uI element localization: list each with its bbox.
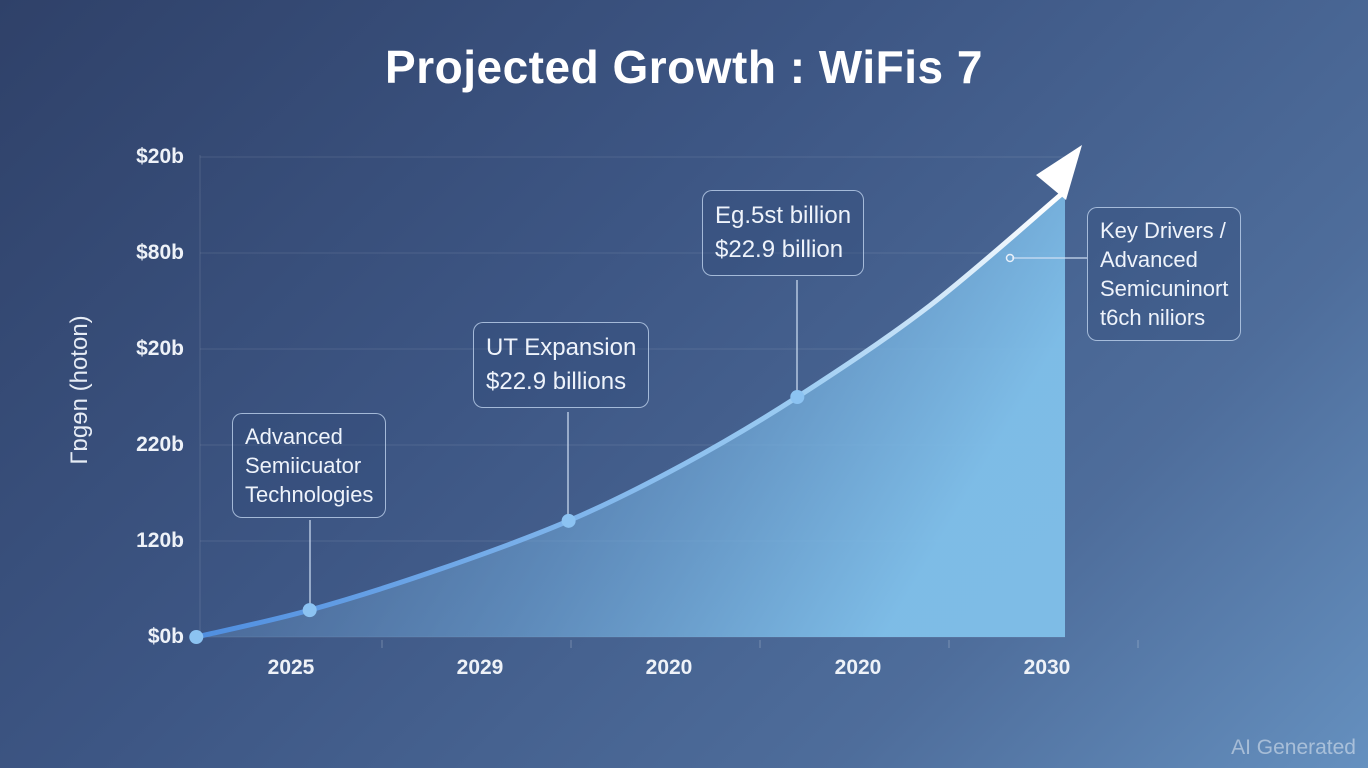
y-tick-label: $80b xyxy=(136,241,184,264)
arrow-head-icon xyxy=(1036,145,1082,200)
annotation-key-drivers: Key Drivers / Advanced Semicuninort t6ch… xyxy=(1087,207,1242,341)
annotation-ut-expansion: UT Expansion $22.9 billions xyxy=(473,322,650,408)
data-point-marker xyxy=(189,630,204,644)
x-tick-label: 2029 xyxy=(456,656,504,679)
annotation-line: Semicuninort xyxy=(1100,276,1229,301)
growth-area xyxy=(196,195,1066,637)
y-tick-label: $0b xyxy=(147,625,184,648)
growth-line xyxy=(193,192,1063,640)
data-point-marker xyxy=(302,603,317,618)
annotation-billion: Eg.5st billion $22.9 billion xyxy=(702,190,865,276)
annotation-line: Semiicuator xyxy=(245,453,362,478)
annotation-line: Advanced xyxy=(245,424,343,449)
y-tick-label: 120b xyxy=(136,529,184,552)
annotation-advanced-semiconductor: Advanced Semiicuator Technologies xyxy=(232,413,387,518)
x-tick-label: 2030 xyxy=(1023,656,1071,679)
watermark: AI Generated xyxy=(1231,736,1356,759)
annotation-line: $22.9 billions xyxy=(486,368,627,395)
x-tick-label: 2025 xyxy=(267,656,315,679)
data-point-marker xyxy=(790,390,805,404)
data-point-marker xyxy=(561,513,576,528)
annotation-line: Key Drivers / xyxy=(1100,218,1226,243)
y-tick-label: $20b xyxy=(136,145,184,168)
x-tick-label: 2020 xyxy=(834,656,882,679)
chart-title: Projected Growth : WiFis 7 xyxy=(385,41,983,93)
annotation-line: Eg.5st billion xyxy=(715,202,852,229)
annotation-line: Advanced xyxy=(1100,247,1198,272)
annotation-dot xyxy=(1005,253,1015,263)
annotation-line: UT Expansion xyxy=(486,334,637,361)
annotation-line: $22.9 billion xyxy=(715,236,844,263)
y-tick-label: $20b xyxy=(136,337,184,360)
annotation-line: t6ch niliors xyxy=(1100,305,1206,330)
x-tick-label: 2020 xyxy=(645,656,693,679)
annotation-line: Technologies xyxy=(245,482,374,507)
y-tick-label: 220b xyxy=(136,433,184,456)
